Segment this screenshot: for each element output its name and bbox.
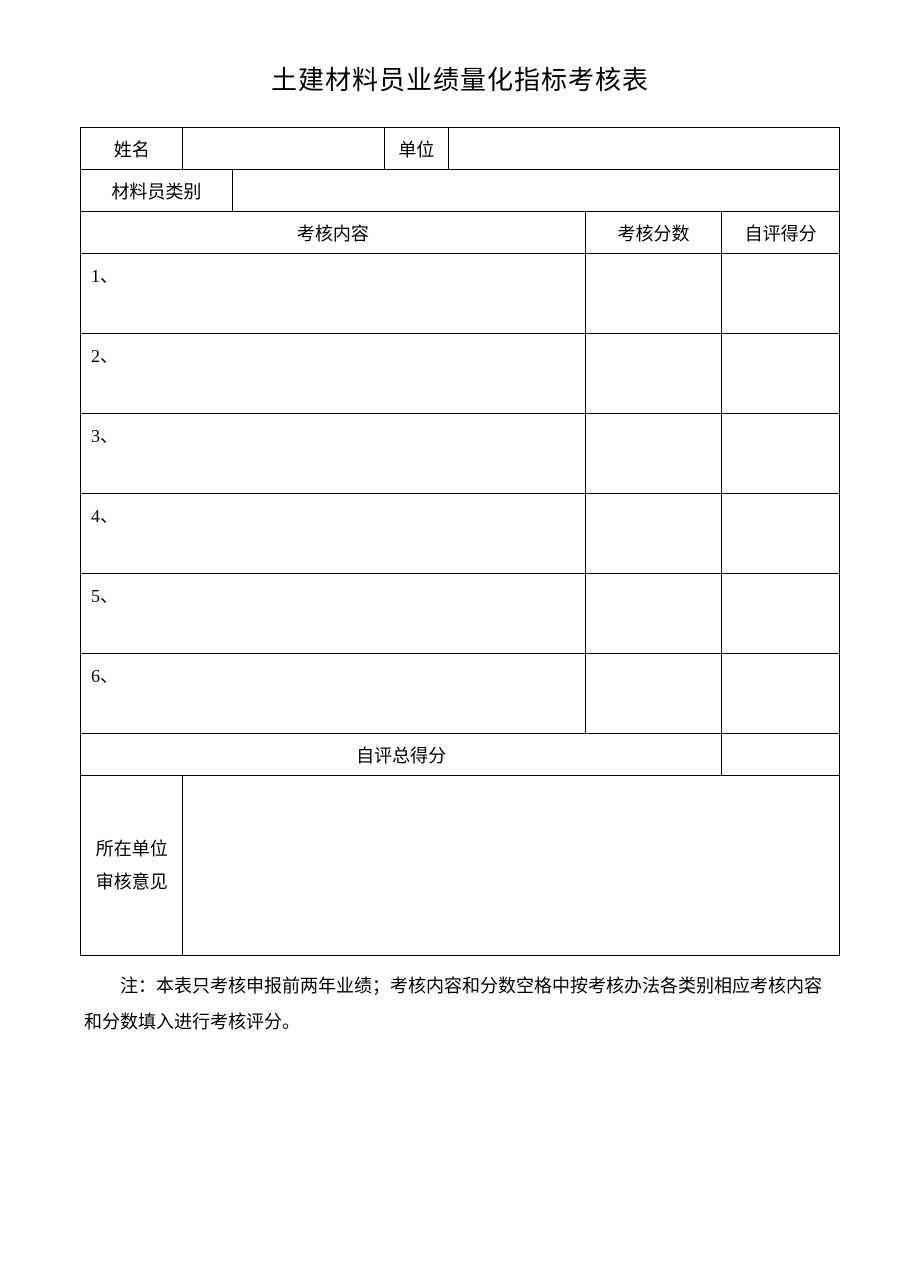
self-score-cell [722, 654, 840, 734]
score-cell [585, 494, 722, 574]
unit-label: 单位 [384, 128, 449, 170]
content-row-1: 1、 [81, 254, 840, 334]
category-label: 材料员类别 [81, 170, 233, 212]
name-value [183, 128, 384, 170]
content-row-3: 3、 [81, 414, 840, 494]
review-value [183, 776, 840, 956]
content-row-4: 4、 [81, 494, 840, 574]
content-cell: 3、 [81, 414, 586, 494]
content-cell: 6、 [81, 654, 586, 734]
score-cell [585, 654, 722, 734]
self-score-cell [722, 414, 840, 494]
assessment-table: 姓名 单位 材料员类别 考核内容 考核分数 自评得分 1、 2、 3、 4、 5… [80, 127, 840, 956]
section-header-row: 考核内容 考核分数 自评得分 [81, 212, 840, 254]
info-row-2: 材料员类别 [81, 170, 840, 212]
content-cell: 2、 [81, 334, 586, 414]
self-score-cell [722, 494, 840, 574]
total-label: 自评总得分 [81, 734, 722, 776]
total-row: 自评总得分 [81, 734, 840, 776]
content-row-5: 5、 [81, 574, 840, 654]
score-cell [585, 254, 722, 334]
score-cell [585, 414, 722, 494]
content-cell: 1、 [81, 254, 586, 334]
self-score-cell [722, 574, 840, 654]
score-cell [585, 334, 722, 414]
content-row-6: 6、 [81, 654, 840, 734]
header-score: 考核分数 [585, 212, 722, 254]
info-row-1: 姓名 单位 [81, 128, 840, 170]
self-score-cell [722, 334, 840, 414]
self-score-cell [722, 254, 840, 334]
category-value [232, 170, 839, 212]
review-label-line2: 审核意见 [81, 866, 182, 898]
review-label: 所在单位 审核意见 [81, 776, 183, 956]
score-cell [585, 574, 722, 654]
name-label: 姓名 [81, 128, 183, 170]
unit-value [449, 128, 840, 170]
total-value [722, 734, 840, 776]
content-cell: 5、 [81, 574, 586, 654]
content-row-2: 2、 [81, 334, 840, 414]
header-content: 考核内容 [81, 212, 586, 254]
header-self-score: 自评得分 [722, 212, 840, 254]
page-title: 土建材料员业绩量化指标考核表 [80, 60, 840, 97]
review-row: 所在单位 审核意见 [81, 776, 840, 956]
review-label-line1: 所在单位 [81, 833, 182, 865]
footnote: 注：本表只考核申报前两年业绩；考核内容和分数空格中按考核办法各类别相应考核内容和… [80, 968, 840, 1040]
content-cell: 4、 [81, 494, 586, 574]
